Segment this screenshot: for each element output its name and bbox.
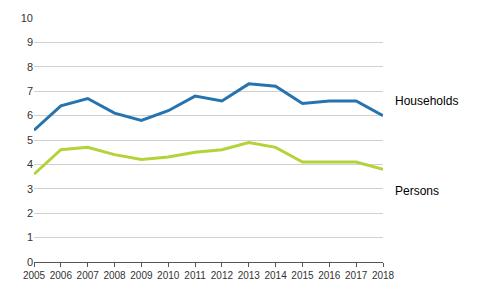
svg-text:2016: 2016 bbox=[318, 270, 341, 281]
svg-text:5: 5 bbox=[27, 134, 33, 146]
svg-text:2012: 2012 bbox=[211, 270, 234, 281]
svg-text:2017: 2017 bbox=[345, 270, 368, 281]
svg-text:Households: Households bbox=[395, 94, 458, 108]
svg-text:4: 4 bbox=[27, 158, 33, 170]
svg-text:7: 7 bbox=[27, 85, 33, 97]
svg-text:2007: 2007 bbox=[77, 270, 100, 281]
svg-text:2015: 2015 bbox=[291, 270, 314, 281]
svg-text:3: 3 bbox=[27, 183, 33, 195]
svg-text:9: 9 bbox=[27, 36, 33, 48]
svg-text:1: 1 bbox=[27, 231, 33, 243]
svg-text:2011: 2011 bbox=[184, 270, 206, 281]
svg-text:10: 10 bbox=[21, 12, 33, 24]
svg-text:2008: 2008 bbox=[103, 270, 126, 281]
svg-text:2006: 2006 bbox=[50, 270, 73, 281]
svg-text:2013: 2013 bbox=[238, 270, 261, 281]
svg-text:2018: 2018 bbox=[372, 270, 395, 281]
svg-text:2: 2 bbox=[27, 207, 33, 219]
svg-text:2014: 2014 bbox=[264, 270, 287, 281]
svg-text:2009: 2009 bbox=[130, 270, 153, 281]
svg-text:2010: 2010 bbox=[157, 270, 180, 281]
svg-text:0: 0 bbox=[27, 256, 33, 268]
svg-text:6: 6 bbox=[27, 109, 33, 121]
svg-text:8: 8 bbox=[27, 61, 33, 73]
svg-text:Persons: Persons bbox=[395, 184, 439, 198]
svg-text:2005: 2005 bbox=[23, 270, 46, 281]
